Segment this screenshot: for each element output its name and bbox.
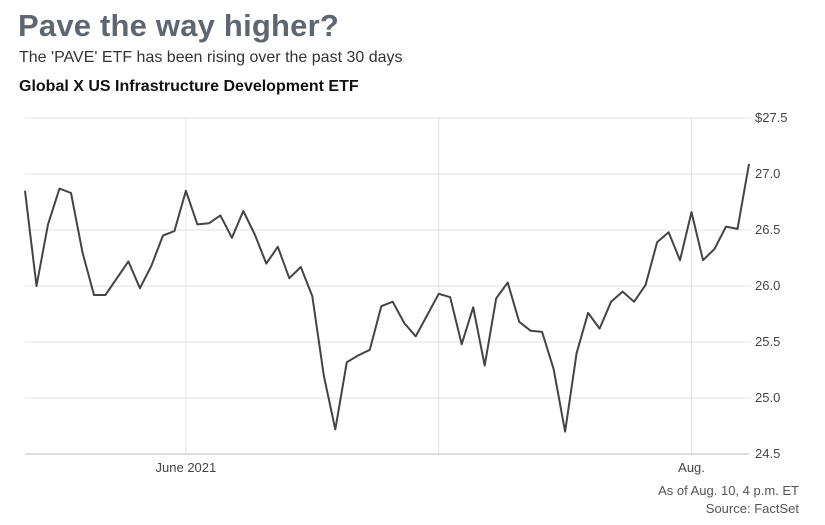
- vertical-gridlines: [185, 118, 693, 454]
- horizontal-gridlines: [25, 117, 751, 399]
- chart-footer: As of Aug. 10, 4 p.m. ET Source: FactSet: [658, 482, 799, 518]
- page-subtitle: The 'PAVE' ETF has been rising over the …: [19, 49, 403, 66]
- y-axis-tick-labels: $27.5 27.0 26.5 26.0 25.5 25.0 24.5: [755, 110, 788, 461]
- chart-title: Global X US Infrastructure Development E…: [19, 78, 359, 95]
- source-note: Source: FactSet: [705, 501, 799, 516]
- timestamp-note: As of Aug. 10, 4 p.m. ET: [658, 483, 799, 498]
- x-axis-tick-labels: June 2021 Aug.: [156, 460, 705, 475]
- y-tick-label: 24.5: [755, 446, 780, 461]
- x-tick-label: June 2021: [156, 460, 217, 475]
- y-tick-label: $27.5: [755, 110, 788, 125]
- page-title: Pave the way higher?: [18, 8, 339, 43]
- y-tick-label: 26.5: [755, 222, 780, 237]
- y-tick-label: 25.5: [755, 334, 780, 349]
- y-tick-label: 27.0: [755, 166, 780, 181]
- y-tick-label: 25.0: [755, 390, 780, 405]
- x-tick-label: Aug.: [678, 460, 705, 475]
- series-line-pave: [24, 163, 750, 433]
- y-tick-label: 26.0: [755, 278, 780, 293]
